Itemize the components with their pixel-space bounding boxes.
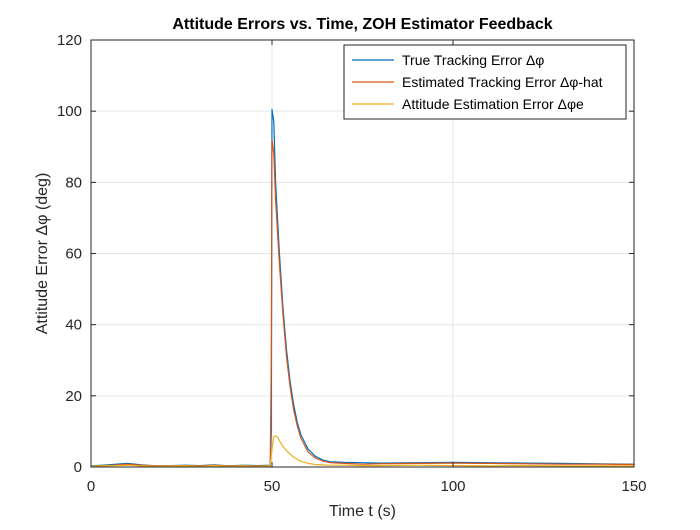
y-axis-label: Attitude Error Δφ (deg) — [34, 173, 51, 335]
x-axis-label: Time t (s) — [329, 503, 396, 520]
y-tick-label: 20 — [65, 388, 82, 405]
tick-layer: 0 50 100 150 0 20 40 60 80 100 120 — [57, 32, 647, 495]
y-tick-label: 60 — [65, 246, 82, 263]
x-tick-label: 100 — [440, 478, 465, 495]
chart-title: Attitude Errors vs. Time, ZOH Estimator … — [172, 16, 552, 33]
y-tick-label: 100 — [57, 103, 82, 120]
y-tick-label: 0 — [74, 459, 82, 476]
y-tick-label: 80 — [65, 174, 82, 191]
legend-label-3: Attitude Estimation Error Δφe — [402, 96, 584, 112]
x-tick-label: 0 — [87, 478, 95, 495]
legend-items: True Tracking Error Δφ Estimated Tracking… — [352, 52, 603, 112]
x-tick-label: 50 — [264, 478, 281, 495]
legend: True Tracking Error Δφ Estimated Tracking… — [343, 44, 627, 120]
y-tick-label: 40 — [65, 317, 82, 334]
legend-label-2: Estimated Tracking Error Δφ-hat — [402, 74, 603, 90]
series-layer — [90, 108, 635, 467]
series-line-3 — [90, 435, 634, 467]
y-tick-label: 120 — [57, 32, 82, 49]
legend-label-1: True Tracking Error Δφ — [402, 52, 544, 68]
x-tick-label: 150 — [621, 478, 646, 495]
